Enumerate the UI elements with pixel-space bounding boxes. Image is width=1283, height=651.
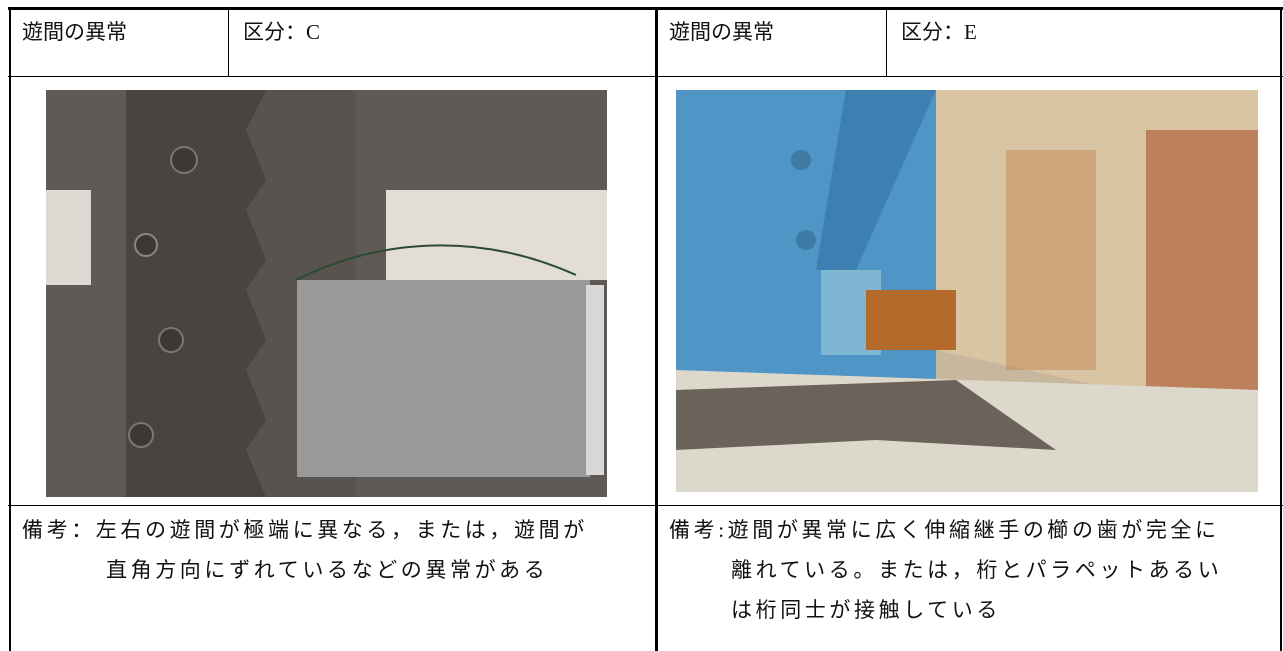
- border-cell: [228, 7, 229, 77]
- photo: [676, 90, 1258, 492]
- border-row: [8, 76, 1283, 77]
- header-cell: 区分：E: [901, 20, 977, 44]
- remark-line: は桁同士が接触している: [731, 598, 1001, 622]
- header-cell: 遊間の異常: [669, 20, 774, 44]
- header-cell: 遊間の異常: [22, 20, 127, 44]
- header-cell: 区分：C: [243, 20, 321, 44]
- border-row: [8, 505, 1283, 506]
- remark-line: 備考：左右の遊間が極端に異なる，または，遊間が: [22, 518, 588, 542]
- remark-line: 直角方向にずれているなどの異常がある: [106, 558, 549, 582]
- remark-line: 離れている。または，桁とパラペットあるい: [731, 558, 1223, 582]
- photo: [46, 90, 607, 497]
- border-top: [8, 7, 1283, 10]
- border-left: [9, 7, 11, 651]
- remark-line: 備考:遊間が異常に広く伸縮継手の櫛の歯が完全に: [669, 518, 1220, 542]
- border-right: [1280, 7, 1282, 651]
- border-cell: [886, 7, 887, 77]
- border-mid: [655, 7, 658, 651]
